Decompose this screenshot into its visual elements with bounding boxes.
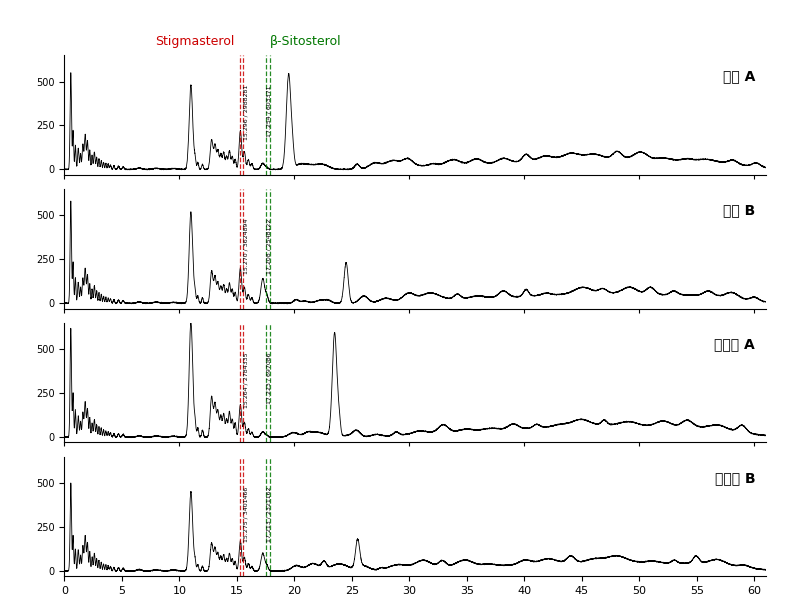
Text: 17.223 / 697086: 17.223 / 697086 xyxy=(267,352,272,404)
Text: 15.270 / 3624894: 15.270 / 3624894 xyxy=(243,219,249,275)
Text: 17.213 / 2321162: 17.213 / 2321162 xyxy=(267,487,272,542)
Text: β-Sitosterol: β-Sitosterol xyxy=(270,35,341,48)
Text: 15.275 / 3401466: 15.275 / 3401466 xyxy=(243,487,249,542)
Text: 15.264 / 2784335: 15.264 / 2784335 xyxy=(243,352,249,408)
Text: Stigmasterol: Stigmasterol xyxy=(156,35,235,48)
Text: 중국산 B: 중국산 B xyxy=(715,471,755,485)
Text: 국산 B: 국산 B xyxy=(723,204,755,218)
Text: 중국산 A: 중국산 A xyxy=(714,337,755,351)
Text: 국산 A: 국산 A xyxy=(723,69,755,83)
Text: 17.208 / 2548122: 17.208 / 2548122 xyxy=(267,219,272,274)
Text: 17.254 / 603371: 17.254 / 603371 xyxy=(267,85,272,137)
Text: 15.296 / 2988281: 15.296 / 2988281 xyxy=(243,85,249,140)
